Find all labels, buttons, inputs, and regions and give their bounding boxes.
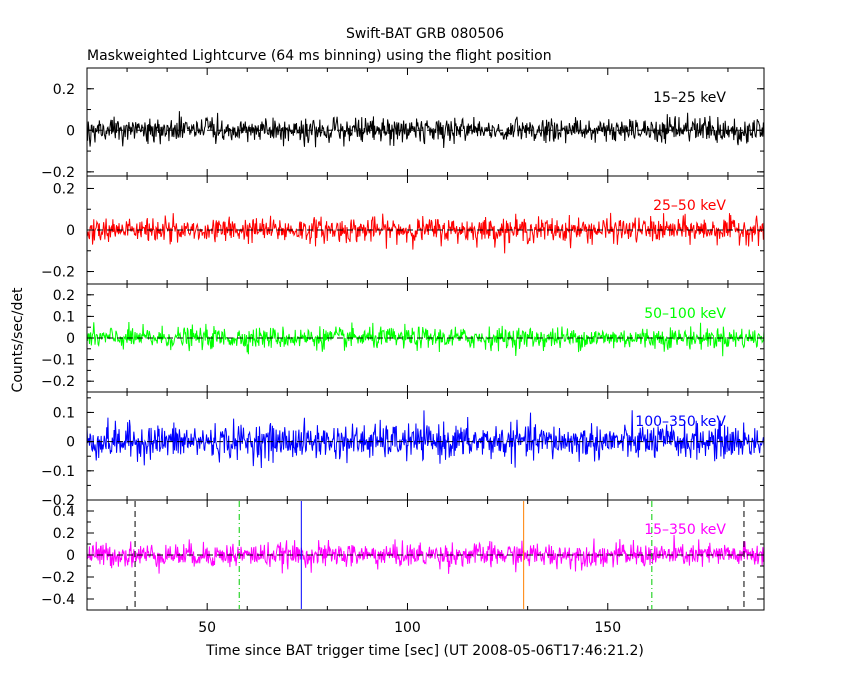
x-axis: 50 100 150 — [198, 620, 621, 636]
y-tick-label-panel-3-4: 0.2 — [53, 288, 75, 304]
y-tick-label-panel-2-0: −0.2 — [41, 265, 75, 281]
y-tick-label-panel-5-1: −0.2 — [41, 570, 75, 586]
band-label-panel-4: 100–350 keV — [635, 414, 726, 430]
x-tick-label-2: 150 — [594, 620, 621, 636]
y-tick-label-panel-5-3: 0.2 — [53, 526, 75, 542]
y-tick-label-panel-2-1: 0 — [66, 223, 75, 239]
y-tick-label-panel-1-1: 0 — [66, 123, 75, 139]
series-line-panel-1 — [86, 111, 765, 148]
chart-title: Swift-BAT GRB 080506 — [346, 26, 504, 42]
x-tick-label-0: 50 — [198, 620, 216, 636]
band-label-panel-1: 15–25 keV — [653, 90, 726, 106]
x-tick-label-1: 100 — [394, 620, 421, 636]
x-axis-label: Time since BAT trigger time [sec] (UT 20… — [205, 643, 644, 659]
y-tick-label-panel-3-2: 0 — [66, 331, 75, 347]
y-tick-label-panel-2-2: 0.2 — [53, 181, 75, 197]
panel-3: −0.2 −0.1 0 0.1 0.2 50–100 keV — [41, 283, 765, 393]
y-tick-label-panel-3-0: −0.2 — [41, 374, 75, 390]
y-tick-label-panel-5-2: 0 — [66, 548, 75, 564]
band-label-panel-3: 50–100 keV — [644, 306, 726, 322]
y-tick-label-panel-3-3: 0.1 — [53, 309, 75, 325]
panels-group: −0.200.215–25 keV−0.200.225–50 keV−0.2−0… — [41, 67, 765, 611]
y-tick-label-panel-5-0: −0.4 — [41, 592, 75, 608]
y-tick-label-panel-3-1: −0.1 — [41, 353, 75, 369]
y-tick-label-panel-4-2: 0 — [66, 435, 75, 451]
y-tick-label-panel-1-0: −0.2 — [41, 165, 75, 181]
y-tick-label-panel-4-1: −0.1 — [41, 464, 75, 480]
y-tick-label-panel-4-0: −0.2 — [41, 493, 75, 509]
band-label-panel-5: 15–350 keV — [644, 522, 726, 538]
panel-5: −0.4 −0.2 0 0.2 0.4 15–350 keV — [41, 499, 765, 611]
y-tick-label-panel-1-2: 0.2 — [53, 82, 75, 98]
series-line-panel-2 — [86, 212, 765, 254]
y-tick-label-panel-4-3: 0.1 — [53, 405, 75, 421]
y-axis-label: Counts/sec/det — [10, 287, 26, 392]
series-line-panel-4 — [86, 410, 765, 468]
chart-subtitle: Maskweighted Lightcurve (64 ms binning) … — [87, 48, 552, 64]
y-tick-label-panel-5-4: 0.4 — [53, 504, 75, 520]
band-label-panel-2: 25–50 keV — [653, 198, 726, 214]
frame-panel-5 — [86, 499, 765, 611]
